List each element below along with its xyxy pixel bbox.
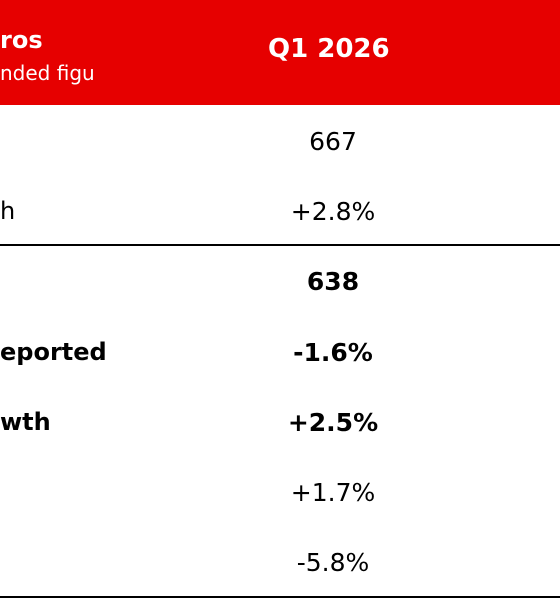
table-row: -5.8% bbox=[0, 526, 560, 596]
header-period: Q1 2026 bbox=[268, 34, 390, 64]
row-value: -1.6% bbox=[293, 338, 373, 367]
row-value: -5.8% bbox=[296, 548, 370, 577]
row-value: 667 bbox=[309, 127, 357, 156]
row-label: h bbox=[0, 197, 16, 225]
header-unit-label: ros bbox=[0, 26, 43, 54]
table-row: 667 bbox=[0, 105, 560, 175]
row-value: +1.7% bbox=[290, 478, 376, 507]
table-row: wth +2.5% bbox=[0, 386, 560, 456]
header-rounding-note: nded figu bbox=[0, 61, 95, 85]
table-row: eported -1.6% bbox=[0, 316, 560, 386]
section-divider bbox=[0, 244, 560, 246]
table-bottom-rule bbox=[0, 596, 560, 598]
row-label: eported bbox=[0, 338, 107, 366]
table-header: ros nded figu Q1 2026 bbox=[0, 0, 560, 105]
table-row: +1.7% bbox=[0, 456, 560, 526]
row-label: wth bbox=[0, 408, 51, 436]
row-value: +2.8% bbox=[290, 197, 376, 226]
row-value: +2.5% bbox=[287, 408, 379, 437]
table-row: h +2.8% bbox=[0, 175, 560, 245]
table-row: 638 bbox=[0, 245, 560, 315]
row-value: 638 bbox=[306, 267, 360, 296]
